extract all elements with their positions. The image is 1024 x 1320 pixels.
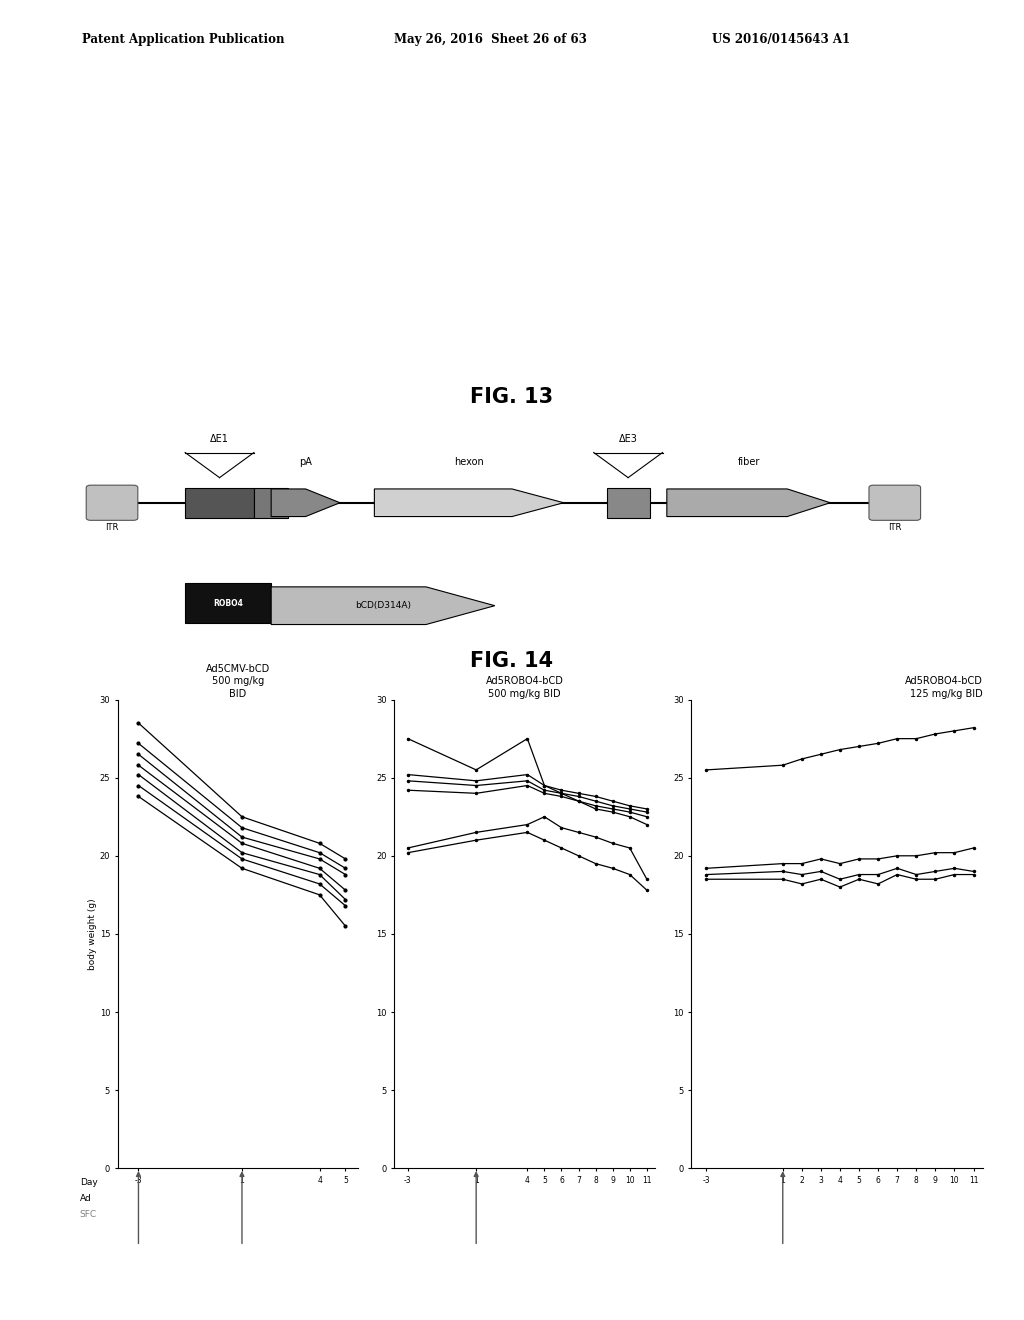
FancyArrow shape <box>271 587 495 624</box>
Text: FIG. 14: FIG. 14 <box>470 651 554 671</box>
Y-axis label: body weight (g): body weight (g) <box>88 898 96 970</box>
FancyArrow shape <box>375 488 563 516</box>
Title: Ad5ROBO4-bCD
500 mg/kg BID: Ad5ROBO4-bCD 500 mg/kg BID <box>485 676 564 698</box>
Text: fiber: fiber <box>737 457 760 467</box>
Text: ROBO4: ROBO4 <box>213 599 243 607</box>
Text: Ad5ROBO4-bCD
125 mg/kg BID: Ad5ROBO4-bCD 125 mg/kg BID <box>905 676 983 698</box>
Text: May 26, 2016  Sheet 26 of 63: May 26, 2016 Sheet 26 of 63 <box>394 33 587 46</box>
Text: US 2016/0145643 A1: US 2016/0145643 A1 <box>712 33 850 46</box>
Text: SFC: SFC <box>80 1210 97 1220</box>
Bar <box>254 487 289 517</box>
Text: Patent Application Publication: Patent Application Publication <box>82 33 285 46</box>
FancyArrow shape <box>271 488 340 516</box>
Text: Ad: Ad <box>80 1195 91 1204</box>
Bar <box>185 583 271 623</box>
Text: hexon: hexon <box>454 457 484 467</box>
FancyArrow shape <box>667 488 830 516</box>
Bar <box>606 487 649 517</box>
FancyBboxPatch shape <box>869 486 921 520</box>
Bar <box>185 487 254 517</box>
Text: ITR: ITR <box>105 523 119 532</box>
Text: ΔE1: ΔE1 <box>210 434 229 445</box>
Text: ITR: ITR <box>888 523 901 532</box>
Text: ΔE3: ΔE3 <box>618 434 638 445</box>
Text: FIG. 13: FIG. 13 <box>470 387 554 407</box>
Title: Ad5CMV-bCD
500 mg/kg
BID: Ad5CMV-bCD 500 mg/kg BID <box>206 664 270 698</box>
Text: pA: pA <box>299 457 312 467</box>
Text: bCD(D314A): bCD(D314A) <box>355 601 411 610</box>
FancyBboxPatch shape <box>86 486 138 520</box>
Text: Day: Day <box>80 1177 97 1187</box>
